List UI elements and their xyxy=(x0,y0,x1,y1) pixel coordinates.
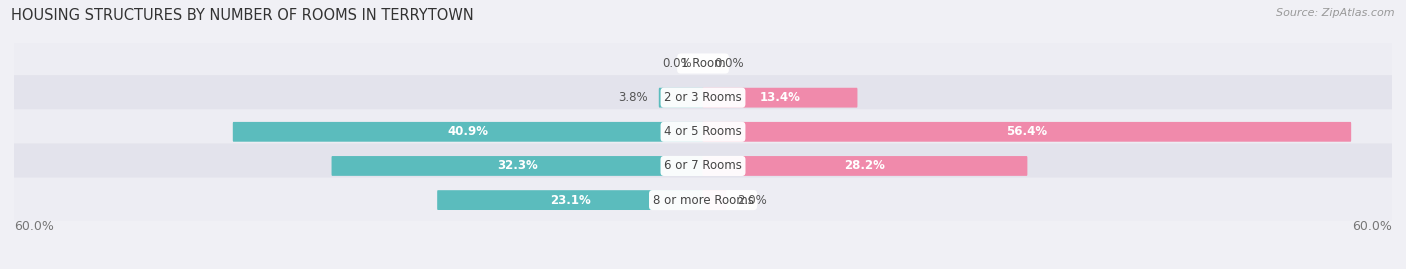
FancyBboxPatch shape xyxy=(703,190,727,210)
Text: 4 or 5 Rooms: 4 or 5 Rooms xyxy=(664,125,742,138)
FancyBboxPatch shape xyxy=(703,88,858,108)
Text: 13.4%: 13.4% xyxy=(759,91,800,104)
Text: 32.3%: 32.3% xyxy=(498,160,538,172)
FancyBboxPatch shape xyxy=(11,178,1395,223)
Text: 2 or 3 Rooms: 2 or 3 Rooms xyxy=(664,91,742,104)
Text: 2.0%: 2.0% xyxy=(738,194,768,207)
Text: 3.8%: 3.8% xyxy=(619,91,648,104)
Text: 8 or more Rooms: 8 or more Rooms xyxy=(652,194,754,207)
FancyBboxPatch shape xyxy=(11,75,1395,120)
Text: 0.0%: 0.0% xyxy=(662,57,692,70)
Text: 40.9%: 40.9% xyxy=(447,125,489,138)
Text: Source: ZipAtlas.com: Source: ZipAtlas.com xyxy=(1277,8,1395,18)
FancyBboxPatch shape xyxy=(11,41,1395,86)
Text: 60.0%: 60.0% xyxy=(14,220,53,233)
Text: 0.0%: 0.0% xyxy=(714,57,744,70)
FancyBboxPatch shape xyxy=(11,143,1395,189)
FancyBboxPatch shape xyxy=(233,122,703,142)
FancyBboxPatch shape xyxy=(437,190,703,210)
Text: 6 or 7 Rooms: 6 or 7 Rooms xyxy=(664,160,742,172)
Text: 23.1%: 23.1% xyxy=(550,194,591,207)
FancyBboxPatch shape xyxy=(703,122,1351,142)
FancyBboxPatch shape xyxy=(332,156,703,176)
Text: 56.4%: 56.4% xyxy=(1007,125,1047,138)
FancyBboxPatch shape xyxy=(659,88,703,108)
Text: 60.0%: 60.0% xyxy=(1353,220,1392,233)
Text: 1 Room: 1 Room xyxy=(681,57,725,70)
FancyBboxPatch shape xyxy=(703,156,1028,176)
Text: HOUSING STRUCTURES BY NUMBER OF ROOMS IN TERRYTOWN: HOUSING STRUCTURES BY NUMBER OF ROOMS IN… xyxy=(11,8,474,23)
Text: 28.2%: 28.2% xyxy=(845,160,886,172)
FancyBboxPatch shape xyxy=(11,109,1395,154)
